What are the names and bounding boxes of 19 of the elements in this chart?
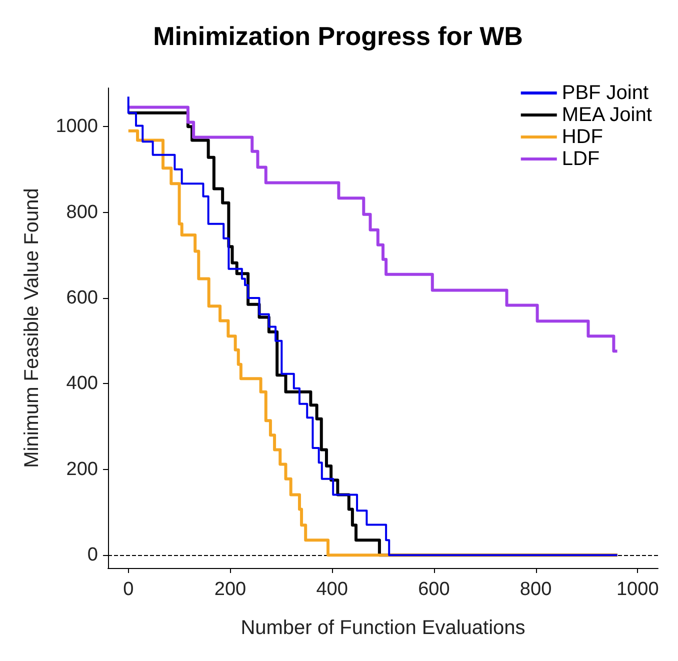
y-tick-label: 1000 <box>56 116 98 138</box>
y-tick-label: 400 <box>66 373 98 394</box>
x-axis-title: Number of Function Evaluations <box>240 617 526 639</box>
x-tick-label: 0 <box>123 579 134 600</box>
y-tick-label: 200 <box>66 458 98 480</box>
x-tick-label: 400 <box>316 579 348 600</box>
y-axis-title: Minimum Feasible Value Found <box>21 188 43 468</box>
y-tick-label: 600 <box>66 288 98 308</box>
x-tick-label: 200 <box>214 579 246 600</box>
legend-label: HDF <box>562 126 603 148</box>
x-tick-label: 800 <box>520 579 552 600</box>
legend-label: LDF <box>562 148 600 170</box>
legend-label: MEA Joint <box>562 104 652 126</box>
x-tick-label: 1000 <box>616 579 659 600</box>
chart-title: Minimization Progress for WB <box>153 21 523 51</box>
y-tick-label: 800 <box>66 202 98 223</box>
y-tick-label: 0 <box>87 544 98 566</box>
x-tick-label: 600 <box>418 579 450 600</box>
legend-label: PBF Joint <box>562 82 649 104</box>
